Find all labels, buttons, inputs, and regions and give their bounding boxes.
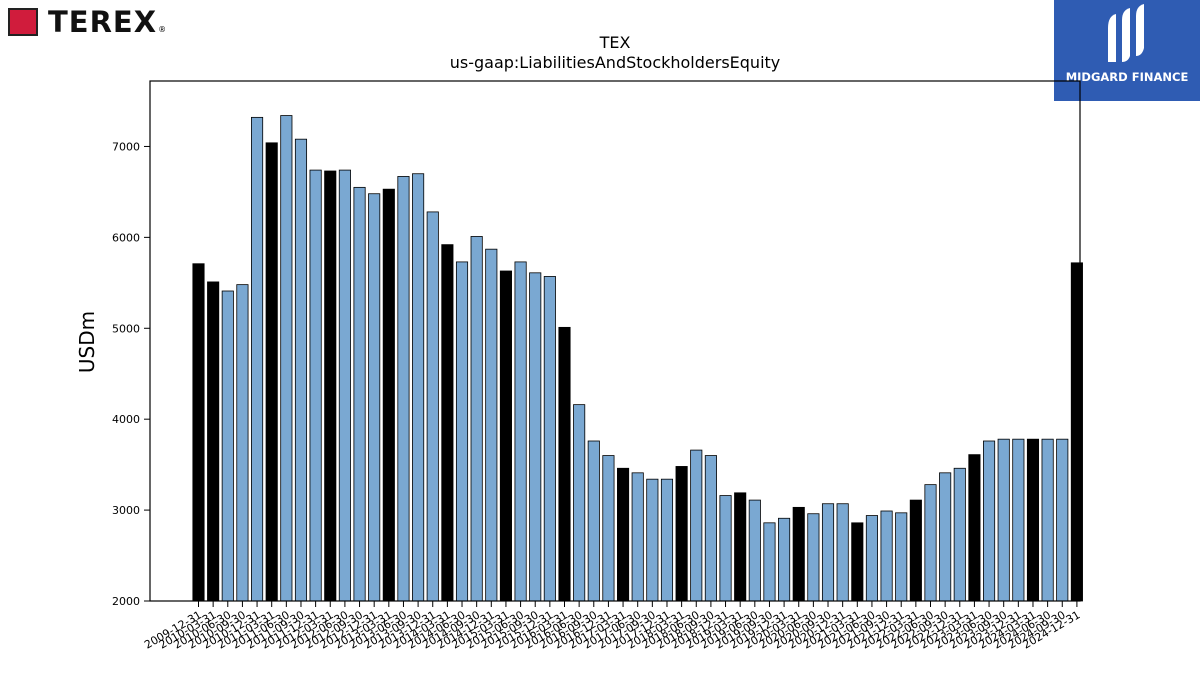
bar-2024-12-31 — [1070, 262, 1083, 602]
bar-2013-09-30 — [412, 173, 425, 602]
bar-2017-09-30 — [646, 478, 659, 602]
bar-2023-12-31 — [1012, 438, 1025, 602]
bar-2022-09-30 — [939, 472, 952, 602]
midgard-emblem-icon — [1108, 4, 1144, 62]
bar-2023-03-31 — [968, 454, 981, 602]
bar-2014-03-31 — [441, 244, 454, 602]
terex-logo: TEREX ® — [8, 5, 167, 39]
plot-frame — [149, 80, 1081, 602]
bars-layer — [192, 115, 1083, 602]
bar-2012-09-30 — [353, 186, 366, 602]
bar-2020-12-31 — [836, 503, 849, 602]
bar-2021-06-30 — [865, 515, 878, 602]
bar-2013-12-31 — [426, 211, 439, 602]
y-axis: 2000 3000 4000 5000 6000 7000 — [112, 140, 150, 608]
bar-2018-06-30 — [690, 449, 703, 602]
chart-subtitle: us-gaap:LiabilitiesAndStockholdersEquity — [449, 53, 781, 72]
bar-2011-09-30 — [294, 138, 308, 602]
bar-2018-03-31 — [675, 466, 688, 602]
bar-2015-09-30 — [529, 272, 542, 602]
bar-2016-06-30 — [573, 404, 586, 602]
bar-2022-03-31 — [909, 499, 922, 602]
bar-2014-12-31 — [485, 248, 498, 602]
y-tick-label: 3000 — [112, 504, 140, 517]
bar-2010-12-31 — [251, 116, 264, 602]
bar-2017-03-31 — [617, 467, 630, 602]
bar-2013-03-31 — [382, 188, 395, 602]
bar-2023-09-30 — [997, 438, 1010, 602]
bar-2024-06-30 — [1041, 438, 1054, 602]
bar-2019-09-30 — [763, 522, 776, 602]
bar-2020-03-31 — [792, 506, 805, 602]
bar-2016-09-30 — [587, 440, 600, 602]
bar-2019-12-31 — [778, 517, 791, 602]
bar-2012-06-30 — [338, 169, 351, 602]
bar-2012-12-31 — [368, 193, 381, 602]
y-tick-label: 4000 — [112, 413, 140, 426]
bar-2011-03-31 — [265, 142, 278, 602]
bar-2009-12-31 — [192, 263, 205, 602]
terex-logo-text: TEREX — [48, 5, 158, 39]
bar-2015-03-31 — [499, 270, 512, 602]
bar-2022-06-30 — [924, 484, 937, 602]
bar-2017-06-30 — [631, 472, 644, 602]
terex-crown-icon — [8, 8, 38, 36]
y-tick-label: 5000 — [112, 322, 140, 335]
bar-2017-12-31 — [660, 478, 674, 602]
bar-2019-06-30 — [748, 499, 761, 602]
chart-title: TEX — [599, 33, 631, 52]
y-tick-label: 6000 — [112, 231, 140, 244]
bar-2010-09-30 — [236, 284, 249, 602]
bar-2021-03-31 — [851, 522, 864, 602]
bar-2016-12-31 — [602, 455, 615, 602]
registered-mark: ® — [158, 25, 167, 34]
bar-2015-12-31 — [543, 276, 556, 602]
bar-2010-03-31 — [207, 281, 220, 602]
midgard-finance-logo-text: MIDGARD FINANCE — [1065, 70, 1189, 84]
y-axis-label: USDm — [75, 311, 99, 373]
y-tick-label: 7000 — [112, 140, 140, 153]
bar-2022-12-31 — [953, 467, 966, 602]
bar-2024-09-30 — [1056, 438, 1069, 602]
bar-2024-03-31 — [1026, 438, 1040, 602]
bar-2015-06-30 — [514, 261, 527, 602]
bar-2011-12-31 — [309, 169, 322, 602]
midgard-finance-logo: MIDGARD FINANCE — [1054, 0, 1200, 101]
bar-2018-12-31 — [719, 495, 732, 602]
bar-2021-12-31 — [895, 512, 908, 602]
bar-2023-06-30 — [983, 440, 996, 602]
bar-2011-06-30 — [280, 115, 293, 602]
bar-2020-06-30 — [807, 513, 820, 602]
bar-2010-06-30 — [221, 290, 234, 602]
bar-2019-03-31 — [734, 492, 747, 602]
bar-2014-09-30 — [470, 236, 483, 602]
bar-2013-06-30 — [397, 176, 410, 602]
y-tick-label: 2000 — [112, 595, 140, 608]
bar-2020-09-30 — [821, 503, 835, 602]
bar-2021-09-30 — [880, 510, 893, 602]
bar-2018-09-30 — [704, 455, 717, 602]
bar-2012-03-31 — [324, 170, 337, 602]
bar-2014-06-30 — [455, 261, 469, 602]
x-axis: 2009-12-312010-03-312010-06-302010-09-30… — [142, 601, 1082, 652]
bar-2016-03-31 — [558, 326, 571, 602]
